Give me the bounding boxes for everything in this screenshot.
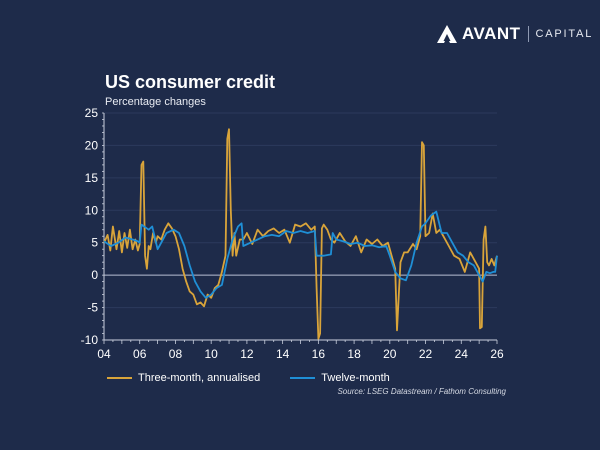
x-tick-label: 26: [490, 347, 504, 361]
axes: [102, 112, 498, 344]
y-tick-label: 0: [91, 268, 98, 282]
x-tick-label: 10: [205, 347, 219, 361]
y-tick-label: 10: [85, 203, 99, 217]
y-tick-label: 25: [85, 106, 99, 120]
x-tick-label: 04: [97, 347, 111, 361]
avant-logo-icon: [437, 25, 457, 43]
series-line-three-month: [103, 128, 498, 340]
chart-subtitle: Percentage changes: [105, 96, 206, 108]
x-tick-label: 08: [169, 347, 183, 361]
x-tick-label: 22: [419, 347, 433, 361]
legend: Three-month, annualised Twelve-month: [107, 372, 420, 384]
legend-item-three-month: Three-month, annualised: [107, 372, 260, 384]
x-tick-label: 12: [240, 347, 254, 361]
source-note: Source: LSEG Datastream / Fathom Consult…: [337, 387, 506, 396]
x-tick-label: 20: [383, 347, 397, 361]
x-tick-label: 24: [455, 347, 469, 361]
y-tick-label: 5: [91, 236, 98, 250]
x-tick-label: 16: [312, 347, 326, 361]
y-tick-label: 20: [85, 138, 99, 152]
legend-swatch-twelve-month: [290, 377, 316, 379]
y-tick-labels: 25 20 15 10 5 0 -5 -10: [81, 106, 99, 347]
x-tick-label: 14: [276, 347, 290, 361]
x-tick-label: 06: [133, 347, 147, 361]
brand-name: AVANT: [462, 24, 521, 43]
legend-label-three-month: Three-month, annualised: [138, 372, 261, 384]
series-line-twelve-month: [103, 210, 498, 299]
x-tick-labels: 04 06 08 10 12 14 16 18 20 22 24 26: [97, 347, 504, 361]
legend-label-twelve-month: Twelve-month: [321, 372, 390, 384]
legend-swatch-three-month: [107, 377, 132, 379]
legend-item-twelve-month: Twelve-month: [290, 372, 390, 384]
brand-subtitle: CAPITAL: [535, 28, 594, 40]
x-tick-label: 18: [347, 347, 361, 361]
y-tick-label: -10: [81, 333, 99, 347]
chart-title: US consumer credit: [105, 72, 276, 92]
series-lines: [103, 128, 498, 340]
brand-logo: AVANT CAPITAL: [437, 24, 593, 44]
y-tick-label: 15: [85, 171, 99, 185]
brand-divider: [527, 26, 529, 42]
y-tick-label: -5: [87, 301, 98, 315]
